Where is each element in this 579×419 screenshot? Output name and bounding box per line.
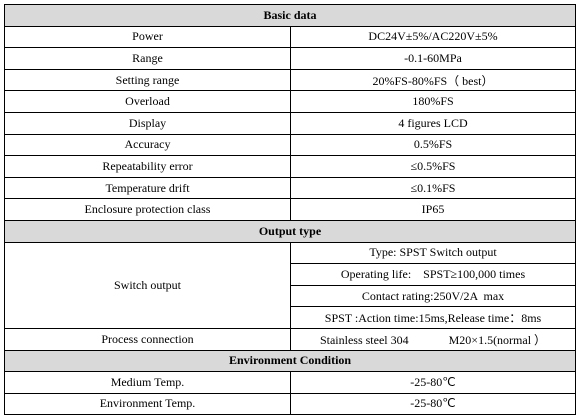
spec-label: Setting range [4, 68, 291, 92]
spec-row: Repeatability error ≤0.5%FS [4, 155, 577, 178]
spec-label: Temperature drift [4, 176, 291, 200]
spec-label: Repeatability error [4, 155, 291, 178]
spec-value: -25-80℃ [289, 371, 577, 394]
spec-value: -25-80℃ [289, 392, 577, 416]
spec-value: Contact rating:250V/2A max [289, 284, 577, 308]
spec-value: Type: SPST Switch output [289, 241, 577, 265]
section-row: Basic data [3, 4, 577, 27]
spec-row: Switch output Type: SPST Switch output [4, 241, 577, 329]
spec-value-part: M20×1.5(normal ） [448, 332, 547, 347]
spec-row: Process connection Stainless steel 304 M20… [4, 327, 577, 351]
table-body: Basic data Power DC24V±5%/AC220V±5% Range -0… [3, 4, 577, 416]
spec-label: Switch output [4, 241, 291, 329]
spec-row: Medium Temp. -25-80℃ [4, 371, 577, 394]
spec-label: Overload [4, 90, 291, 113]
section-title: Basic data [3, 4, 577, 27]
spec-value: ≤0.1%FS [289, 176, 577, 200]
spec-table: Basic data Power DC24V±5%/AC220V±5% Range -0… [3, 4, 577, 416]
spec-row: Temperature drift ≤0.1%FS [4, 176, 577, 200]
spec-label: Range [4, 47, 291, 70]
spec-row: Setting range 20%FS-80%FS（ best） [4, 68, 577, 92]
spec-value: 4 figures LCD [289, 111, 577, 135]
spec-label: Enclosure protection class [4, 198, 291, 221]
spec-label: Power [4, 25, 291, 49]
spec-value: 20%FS-80%FS（ best） [289, 68, 577, 92]
spec-value: IP65 [289, 198, 577, 221]
section-title: Output type [3, 219, 577, 243]
spec-row: Overload 180%FS [4, 90, 577, 113]
spec-value: 0.5%FS [289, 133, 577, 157]
spec-row: Power DC24V±5%/AC220V±5% [4, 25, 577, 49]
spec-row: Enclosure protection class IP65 [4, 198, 577, 221]
spec-row: Display 4 figures LCD [4, 111, 577, 135]
spec-label: Display [4, 111, 291, 135]
spec-label: Medium Temp. [4, 371, 291, 394]
spec-row: Environment Temp. -25-80℃ [4, 392, 577, 416]
spec-value-part: Stainless steel 304 [319, 332, 409, 347]
section-row: Output type [3, 219, 577, 243]
spec-value: DC24V±5%/AC220V±5% [289, 25, 577, 49]
spec-label: Environment Temp. [4, 392, 291, 416]
spec-value: -0.1-60MPa [289, 47, 577, 70]
spec-value: Operating life: SPST≥100,000 times [289, 263, 577, 286]
spec-row: Range -0.1-60MPa [4, 47, 577, 70]
spec-value: 180%FS [289, 90, 577, 113]
spec-row: Contact rating:250V/2A max [5, 284, 577, 308]
spec-label: Process connection [4, 327, 291, 351]
spec-row: SPST :Action time:15ms,Release time：8ms [5, 306, 577, 329]
spec-value: ≤0.5%FS [289, 155, 577, 178]
spec-value: Stainless steel 304 M20×1.5(normal ） [289, 327, 577, 351]
section-row: Environment Condition [3, 349, 577, 373]
spec-row: Accuracy 0.5%FS [4, 133, 577, 157]
spec-label: Accuracy [4, 133, 291, 157]
section-title: Environment Condition [3, 349, 577, 373]
spec-value: SPST :Action time:15ms,Release time：8ms [289, 306, 577, 329]
